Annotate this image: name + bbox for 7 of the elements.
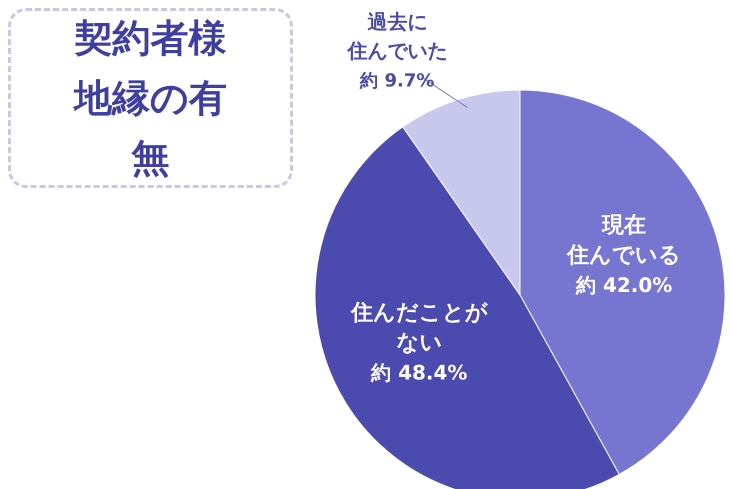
slice-label: 現在住んでいる [566,212,682,268]
slice-label: 住んだことがない [350,300,488,356]
data-label: 約 42.0% [574,272,672,297]
slice-label: 過去に住んでいた [346,10,448,63]
text: 契約者様地縁の有無 [72,15,228,182]
data-label: 約 9.7% [359,70,434,92]
data-label: 約 48.4% [370,360,468,385]
